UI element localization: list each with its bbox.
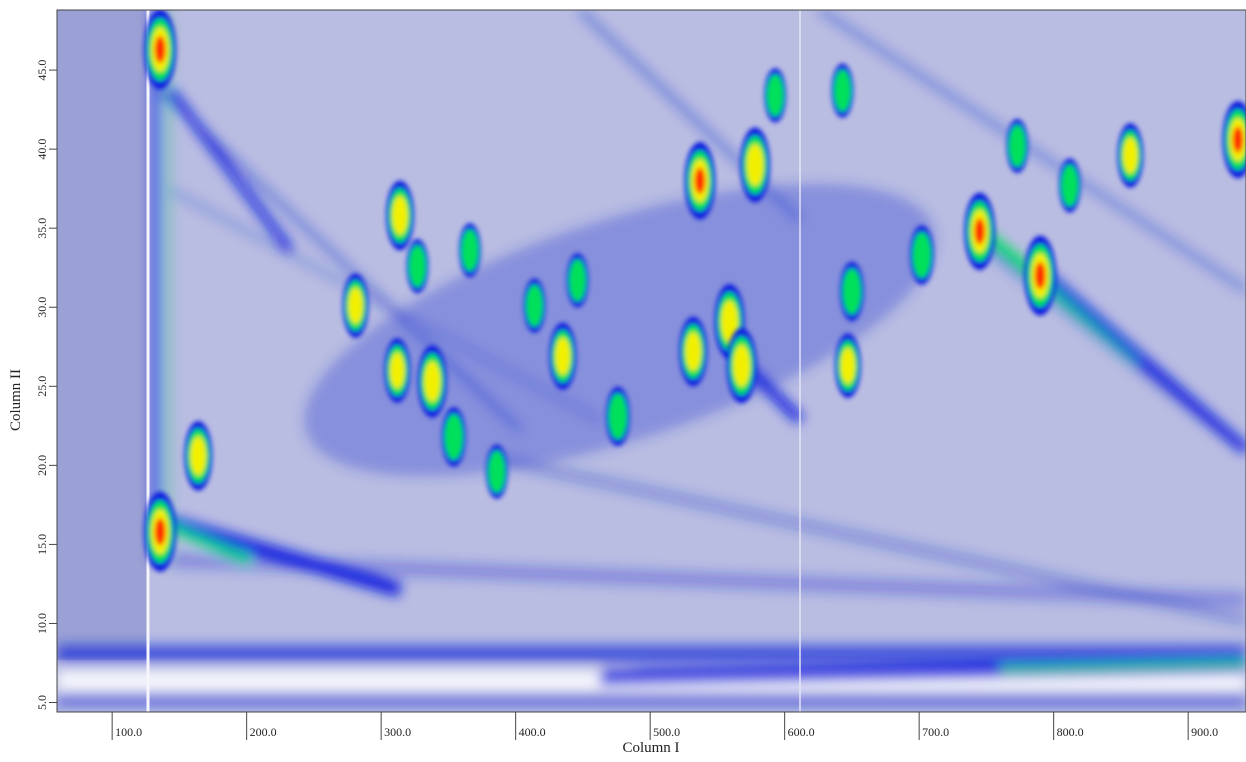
y-axis-title: Column II <box>8 369 24 431</box>
x-tick-label: 300.0 <box>384 725 411 739</box>
peak-level <box>746 144 764 186</box>
peak-level <box>721 300 738 343</box>
peak <box>385 180 414 251</box>
peak <box>417 345 447 418</box>
x-tick-label: 200.0 <box>250 725 277 739</box>
peak <box>523 278 546 333</box>
y-tick-label: 20.0 <box>35 455 49 476</box>
peak <box>684 142 716 220</box>
peaks <box>144 10 1246 572</box>
peak <box>441 407 466 467</box>
peak <box>144 491 177 572</box>
peak <box>144 10 177 90</box>
peak <box>679 316 708 387</box>
peak <box>605 386 630 446</box>
x-tick-label: 100.0 <box>115 725 142 739</box>
peak-level <box>154 35 166 64</box>
peak <box>839 261 864 322</box>
peak <box>1006 118 1029 173</box>
peak <box>384 338 411 403</box>
peak-level <box>685 332 702 372</box>
x-tick-label: 700.0 <box>922 725 949 739</box>
peak <box>831 63 854 118</box>
peak-level <box>461 229 479 272</box>
peak <box>726 328 757 404</box>
y-tick-label: 30.0 <box>35 297 49 318</box>
peak <box>342 273 369 338</box>
peak-level <box>1232 126 1244 153</box>
solvent-region <box>57 10 147 660</box>
streaks <box>57 10 1246 704</box>
peak-level <box>408 245 427 288</box>
peak <box>909 225 934 285</box>
x-tick-label: 400.0 <box>519 725 546 739</box>
y-tick-label: 45.0 <box>35 60 49 81</box>
peak-level <box>842 268 862 315</box>
peak-level <box>568 259 587 302</box>
peak-level <box>390 352 405 389</box>
peak-level <box>525 284 544 327</box>
peak <box>1024 235 1057 316</box>
peak <box>964 192 996 271</box>
peak-level <box>555 337 571 376</box>
plot-frame <box>56 9 1246 713</box>
peak <box>1222 100 1246 179</box>
peak-level <box>1034 262 1046 290</box>
peak-level <box>833 69 852 112</box>
peak <box>485 444 508 499</box>
peak-level <box>840 347 856 384</box>
peak-level <box>190 436 207 476</box>
peak-level <box>488 450 506 493</box>
plot-area <box>57 10 1246 712</box>
x-axis-title: Column I <box>622 740 679 756</box>
peak-level <box>424 361 441 402</box>
peak-level <box>694 167 706 194</box>
peak <box>406 239 429 294</box>
peak-level <box>444 413 464 460</box>
peak <box>1117 123 1144 188</box>
peak-level <box>974 218 985 245</box>
peak-level <box>912 231 932 279</box>
peak <box>566 253 589 308</box>
x-tick-label: 600.0 <box>788 725 815 739</box>
peak-level <box>1123 137 1138 174</box>
y-tick-label: 35.0 <box>35 218 49 239</box>
y-tick-label: 15.0 <box>35 534 49 555</box>
y-tick-label: 10.0 <box>35 613 49 634</box>
peak-level <box>392 196 408 236</box>
peak-level <box>608 393 628 440</box>
x-tick-label: 800.0 <box>1057 725 1084 739</box>
peak <box>549 322 577 390</box>
peak <box>458 223 481 278</box>
peak <box>740 127 771 203</box>
peak <box>184 421 213 491</box>
y-tick-label: 25.0 <box>35 376 49 397</box>
peak-level <box>733 344 751 387</box>
x-tick-label: 500.0 <box>653 725 680 739</box>
peak-level <box>766 74 784 117</box>
x-tick-label: 900.0 <box>1191 725 1218 739</box>
peak <box>1058 158 1081 213</box>
peak <box>834 333 861 398</box>
peak-level <box>154 518 166 546</box>
peak <box>764 68 787 123</box>
y-tick-label: 40.0 <box>35 139 49 160</box>
peak-level <box>1061 164 1079 207</box>
peak-level <box>1008 124 1026 168</box>
peak-level <box>348 287 363 324</box>
y-tick-label: 5.0 <box>35 695 49 710</box>
